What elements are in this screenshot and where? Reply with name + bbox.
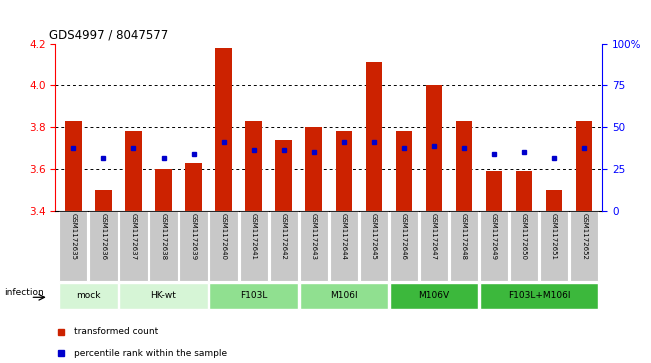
Text: GSM1172650: GSM1172650 <box>521 213 527 260</box>
Bar <box>180 211 208 281</box>
Text: GSM1172648: GSM1172648 <box>461 213 467 260</box>
Bar <box>426 85 442 211</box>
Text: HK-wt: HK-wt <box>150 291 176 300</box>
Bar <box>119 283 208 309</box>
Text: GSM1172643: GSM1172643 <box>311 213 317 260</box>
Bar <box>366 62 382 211</box>
Bar <box>486 171 503 211</box>
Text: GSM1172652: GSM1172652 <box>581 213 587 260</box>
Bar <box>59 211 87 281</box>
Bar <box>125 131 142 211</box>
Bar <box>299 211 328 281</box>
Text: GSM1172649: GSM1172649 <box>491 213 497 260</box>
Text: GSM1172640: GSM1172640 <box>221 213 227 260</box>
Bar <box>270 211 298 281</box>
Bar <box>186 163 202 211</box>
Bar <box>65 121 81 211</box>
Bar <box>119 211 148 281</box>
Text: GSM1172638: GSM1172638 <box>161 213 167 260</box>
Bar <box>155 169 172 211</box>
Bar <box>299 283 388 309</box>
Bar <box>335 131 352 211</box>
Text: GSM1172642: GSM1172642 <box>281 213 286 260</box>
Text: GSM1172639: GSM1172639 <box>191 213 197 260</box>
Bar <box>450 211 478 281</box>
Text: GDS4997 / 8047577: GDS4997 / 8047577 <box>49 29 168 42</box>
Bar <box>95 189 112 211</box>
Bar <box>149 211 178 281</box>
Bar <box>215 48 232 211</box>
Bar <box>480 283 598 309</box>
Text: GSM1172651: GSM1172651 <box>551 213 557 260</box>
Bar <box>89 211 118 281</box>
Text: mock: mock <box>76 291 101 300</box>
Bar <box>59 283 118 309</box>
Text: M106V: M106V <box>419 291 449 300</box>
Bar <box>576 121 592 211</box>
Bar <box>456 121 472 211</box>
Text: GSM1172646: GSM1172646 <box>401 213 407 260</box>
Bar <box>546 189 562 211</box>
Text: GSM1172636: GSM1172636 <box>100 213 106 260</box>
Bar <box>360 211 388 281</box>
Bar <box>210 211 238 281</box>
Bar <box>305 127 322 211</box>
Bar <box>390 211 418 281</box>
Text: GSM1172647: GSM1172647 <box>431 213 437 260</box>
Text: percentile rank within the sample: percentile rank within the sample <box>74 349 228 358</box>
Text: GSM1172645: GSM1172645 <box>371 213 377 260</box>
Bar <box>516 171 533 211</box>
Bar <box>510 211 538 281</box>
Bar <box>329 211 358 281</box>
Text: infection: infection <box>5 288 44 297</box>
Bar <box>396 131 412 211</box>
Bar <box>480 211 508 281</box>
Text: GSM1172635: GSM1172635 <box>70 213 76 260</box>
Text: GSM1172644: GSM1172644 <box>340 213 347 260</box>
Bar <box>210 283 298 309</box>
Text: F103L+M106I: F103L+M106I <box>508 291 570 300</box>
Bar <box>390 283 478 309</box>
Text: transformed count: transformed count <box>74 327 159 336</box>
Text: M106I: M106I <box>330 291 357 300</box>
Text: F103L: F103L <box>240 291 268 300</box>
Bar <box>570 211 598 281</box>
Text: GSM1172641: GSM1172641 <box>251 213 256 260</box>
Bar <box>420 211 448 281</box>
Bar <box>245 121 262 211</box>
Bar <box>275 139 292 211</box>
Bar <box>540 211 568 281</box>
Text: GSM1172637: GSM1172637 <box>130 213 137 260</box>
Bar <box>240 211 268 281</box>
